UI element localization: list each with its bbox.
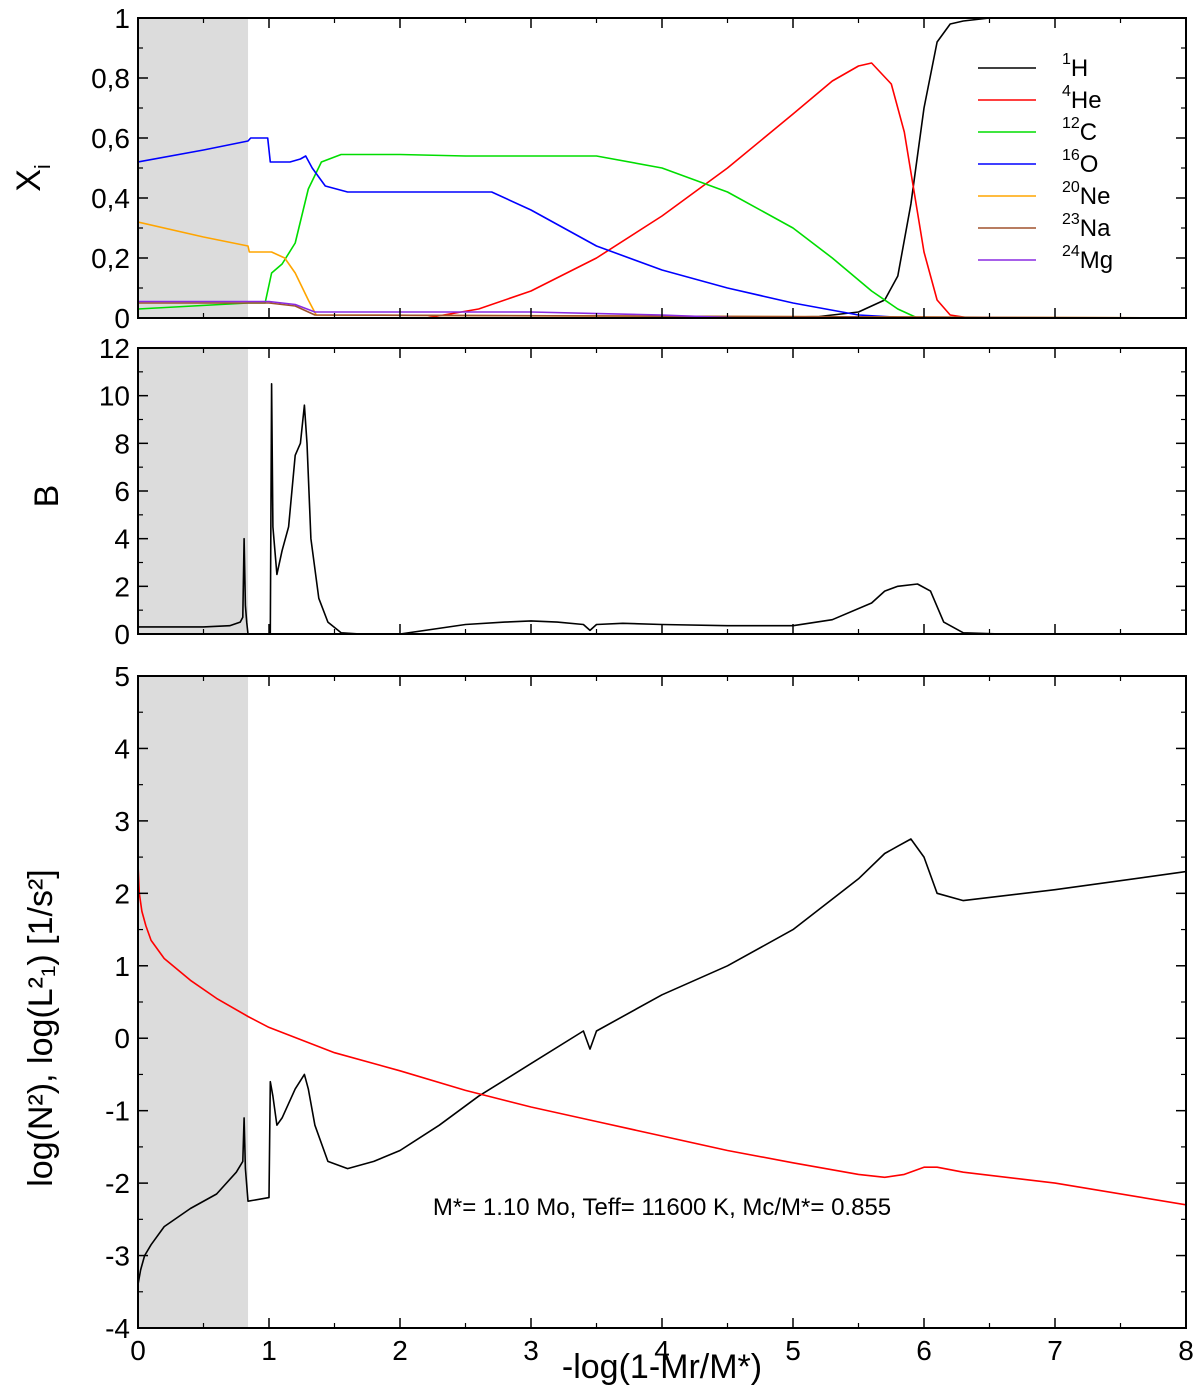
y-tick-label-abundances: 0,6	[91, 123, 130, 154]
y-tick-label-ledoux: 0	[114, 619, 130, 650]
y-tick-label-frequencies: -1	[105, 1096, 130, 1127]
x-tick-label: 3	[523, 1335, 539, 1366]
legend-entry-ne: 20Ne	[1062, 179, 1110, 210]
x-tick-label: 4	[654, 1335, 670, 1366]
legend-entry-h: 1H	[1062, 51, 1088, 82]
ledoux-term-panel: 0 2 4 6 8 10 12	[99, 333, 1187, 650]
y-tick-label-frequencies: -3	[105, 1241, 130, 1272]
x-tick-label: 0	[130, 1335, 146, 1366]
series-line-abundances-1	[138, 62, 1186, 318]
y-tick-label-frequencies: -4	[105, 1313, 130, 1344]
legend-entry-na: 23Na	[1062, 211, 1111, 242]
model-annotation: M*= 1.10 Mo, Teff= 11600 K, Mc/M*= 0.855	[433, 1194, 891, 1221]
series-line-abundances-4	[138, 221, 1186, 318]
y-tick-label-frequencies: 5	[114, 661, 130, 692]
frequency-y-axis-title: log(N²), log(L²₁) [1/s²]	[22, 869, 60, 1187]
plot-frame-frequencies	[137, 675, 1187, 1329]
y-tick-label-ledoux: 6	[114, 476, 130, 507]
y-tick-label-abundances: 0	[114, 303, 130, 334]
ledoux-y-axis-title: B	[28, 485, 66, 508]
y-tick-label-abundances: 0,4	[91, 183, 130, 214]
legend-entry-he: 4He	[1062, 83, 1102, 114]
x-axis-title: -log(1-Mr/M*)	[562, 1348, 762, 1386]
y-tick-label-frequencies: 2	[114, 878, 130, 909]
legend-entry-o: 16O	[1062, 147, 1098, 178]
y-tick-label-ledoux: 4	[114, 524, 130, 555]
legend-entry-c: 12C	[1062, 115, 1097, 146]
y-tick-label-frequencies: 3	[114, 806, 130, 837]
shaded-region-abundances	[138, 18, 249, 318]
series-line-frequencies-0	[138, 838, 1186, 1285]
y-tick-label-frequencies: 1	[114, 951, 130, 982]
y-tick-label-ledoux: 2	[114, 571, 130, 602]
x-tick-label: 1	[261, 1335, 277, 1366]
y-tick-label-ledoux: 10	[99, 381, 130, 412]
series-line-abundances-5	[138, 302, 1186, 318]
shaded-region-ledoux	[138, 348, 249, 634]
series-line-abundances-3	[138, 137, 1186, 318]
x-tick-label: 2	[392, 1335, 408, 1366]
series-line-ledoux-0	[138, 383, 1186, 634]
y-tick-label-abundances: 0,8	[91, 63, 130, 94]
y-tick-label-abundances: 0,2	[91, 243, 130, 274]
series-line-frequencies-1	[138, 864, 1186, 1206]
y-tick-label-frequencies: 0	[114, 1023, 130, 1054]
x-tick-label: 6	[916, 1335, 932, 1366]
y-tick-label-ledoux: 12	[99, 333, 130, 364]
frequency-panel: 0 1 2 3 4 5 6 7 8 -4 -3 -2 -1 0 1 2 3 4 5	[105, 661, 1194, 1366]
shaded-region-frequencies	[138, 676, 249, 1328]
plot-frame-ledoux	[137, 347, 1187, 635]
x-tick-label: 7	[1047, 1335, 1063, 1366]
y-tick-label-frequencies: -2	[105, 1168, 130, 1199]
x-tick-label: 5	[785, 1335, 801, 1366]
legend-entry-mg: 24Mg	[1062, 243, 1113, 274]
series-line-abundances-2	[138, 153, 1186, 318]
y-tick-label-frequencies: 4	[114, 733, 130, 764]
series-line-abundances-6	[138, 300, 1186, 318]
y-tick-label-abundances: 1	[114, 3, 130, 34]
abundance-y-axis-title: Xi	[10, 164, 55, 192]
x-tick-label: 8	[1178, 1335, 1194, 1366]
y-tick-label-ledoux: 8	[114, 428, 130, 459]
